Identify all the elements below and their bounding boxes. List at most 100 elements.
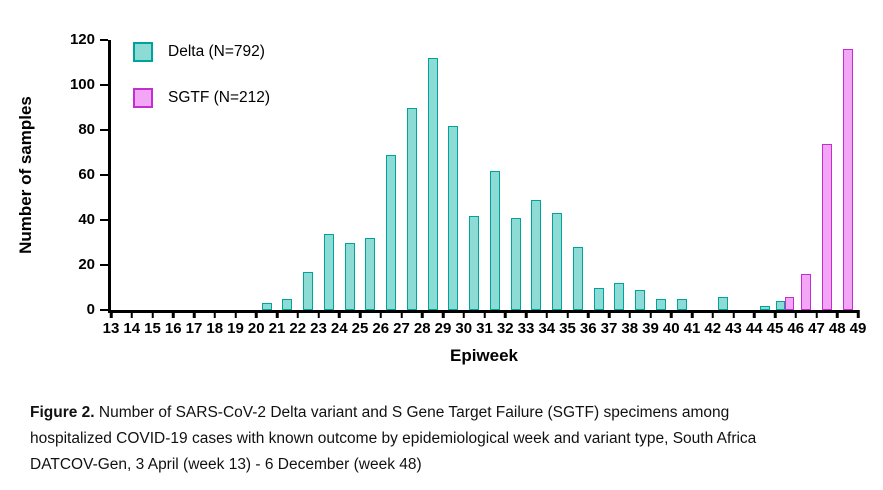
- x-tick-mark: [441, 310, 445, 318]
- delta-bar: [427, 58, 438, 310]
- x-tick-label: 40: [662, 320, 680, 337]
- x-tick-mark: [213, 310, 216, 318]
- x-tick-mark: [524, 310, 528, 318]
- delta-bar: [531, 199, 542, 310]
- y-tick-mark: [100, 263, 108, 267]
- y-tick-mark: [100, 218, 108, 222]
- delta-bar: [614, 283, 625, 310]
- x-tick-label: 34: [538, 320, 556, 337]
- x-tick-label: 48: [828, 320, 846, 337]
- x-tick-mark: [400, 310, 403, 318]
- x-tick-label: 26: [372, 320, 390, 337]
- delta-bar: [303, 271, 314, 310]
- delta-bar: [365, 238, 376, 310]
- x-tick-mark: [483, 310, 486, 318]
- delta-bar: [448, 125, 459, 310]
- x-tick-mark: [317, 310, 320, 318]
- delta-swatch: [133, 42, 153, 62]
- delta-bar: [718, 296, 729, 310]
- x-tick-label: 45: [766, 320, 784, 337]
- x-tick-mark: [172, 310, 175, 318]
- x-tick-mark: [607, 310, 611, 318]
- x-tick-label: 44: [745, 320, 763, 337]
- legend-label-delta: Delta (N=792): [168, 43, 265, 60]
- x-tick-label: 39: [642, 320, 659, 337]
- legend-label-sgtf: SGTF (N=212): [168, 89, 271, 106]
- y-tick-label: 40: [78, 211, 95, 229]
- y-tick-mark: [100, 173, 108, 177]
- x-axis-title: Epiweek: [449, 346, 519, 365]
- x-tick-mark: [151, 310, 154, 318]
- x-tick-label: 20: [247, 320, 265, 337]
- y-tick-mark: [100, 308, 108, 312]
- x-tick-mark: [275, 310, 279, 318]
- delta-bar: [469, 215, 480, 310]
- x-tick-mark: [545, 310, 548, 318]
- x-tick-mark: [690, 310, 694, 318]
- x-tick-label: 13: [102, 320, 120, 337]
- x-tick-label: 33: [517, 320, 535, 337]
- y-tick-mark: [100, 83, 108, 87]
- x-tick-mark: [192, 310, 196, 318]
- x-tick-label: 16: [164, 320, 182, 337]
- y-tick-label: 80: [78, 121, 95, 139]
- delta-bar: [344, 242, 355, 310]
- x-tick-mark: [711, 310, 714, 318]
- delta-bar: [489, 170, 500, 310]
- x-tick-mark: [773, 310, 777, 318]
- x-tick-mark: [255, 310, 258, 318]
- figure-caption-text: Number of SARS-CoV-2 Delta variant and S…: [30, 404, 757, 473]
- y-tick-label: 20: [78, 256, 95, 274]
- delta-bar: [635, 289, 646, 310]
- x-tick-mark: [587, 310, 590, 318]
- y-tick-label: 120: [69, 31, 95, 48]
- delta-bar: [406, 107, 417, 310]
- sgtf-bar: [842, 49, 853, 310]
- x-tick-label: 31: [476, 320, 493, 337]
- x-tick-label: 18: [206, 320, 224, 337]
- x-tick-label: 49: [849, 320, 867, 337]
- sgtf-bar: [785, 296, 795, 310]
- sgtf-bar: [801, 274, 812, 310]
- x-tick-label: 29: [434, 320, 452, 337]
- x-tick-label: 15: [144, 320, 161, 337]
- figure-caption: Figure 2. Number of SARS-CoV-2 Delta var…: [30, 400, 778, 478]
- x-tick-label: 36: [579, 320, 597, 337]
- x-tick-label: 47: [808, 320, 825, 337]
- sgtf-swatch: [133, 88, 153, 108]
- x-tick-label: 37: [600, 320, 618, 337]
- x-tick-mark: [504, 310, 507, 318]
- x-tick-label: 17: [185, 320, 203, 337]
- delta-bar: [572, 247, 583, 310]
- y-tick-mark: [100, 128, 108, 132]
- x-tick-label: 22: [289, 320, 307, 337]
- x-tick-label: 14: [123, 320, 141, 337]
- x-tick-mark: [670, 310, 673, 318]
- x-tick-mark: [856, 310, 860, 318]
- figure-caption-label: Figure 2.: [30, 404, 95, 421]
- x-tick-label: 25: [351, 320, 369, 337]
- x-tick-mark: [649, 310, 652, 318]
- x-tick-label: 30: [455, 320, 473, 337]
- x-tick-label: 19: [227, 320, 244, 337]
- delta-bar: [323, 233, 334, 310]
- sgtf-bar: [821, 143, 832, 310]
- x-tick-mark: [338, 310, 341, 318]
- x-tick-mark: [130, 310, 133, 318]
- x-tick-mark: [815, 310, 818, 318]
- y-tick-label: 100: [69, 76, 95, 93]
- delta-bar: [510, 217, 521, 310]
- delta-bar: [552, 213, 563, 310]
- x-tick-mark: [234, 310, 237, 318]
- x-tick-mark: [836, 310, 839, 318]
- x-tick-label: 28: [413, 320, 431, 337]
- legend-item-delta: Delta (N=792): [133, 42, 270, 62]
- x-tick-mark: [462, 310, 465, 318]
- x-tick-mark: [753, 310, 756, 318]
- delta-bar: [386, 154, 397, 310]
- x-tick-label: 27: [393, 320, 410, 337]
- x-tick-label: 35: [559, 320, 576, 337]
- y-axis-title: Number of samples: [16, 96, 35, 254]
- delta-bar: [655, 298, 666, 310]
